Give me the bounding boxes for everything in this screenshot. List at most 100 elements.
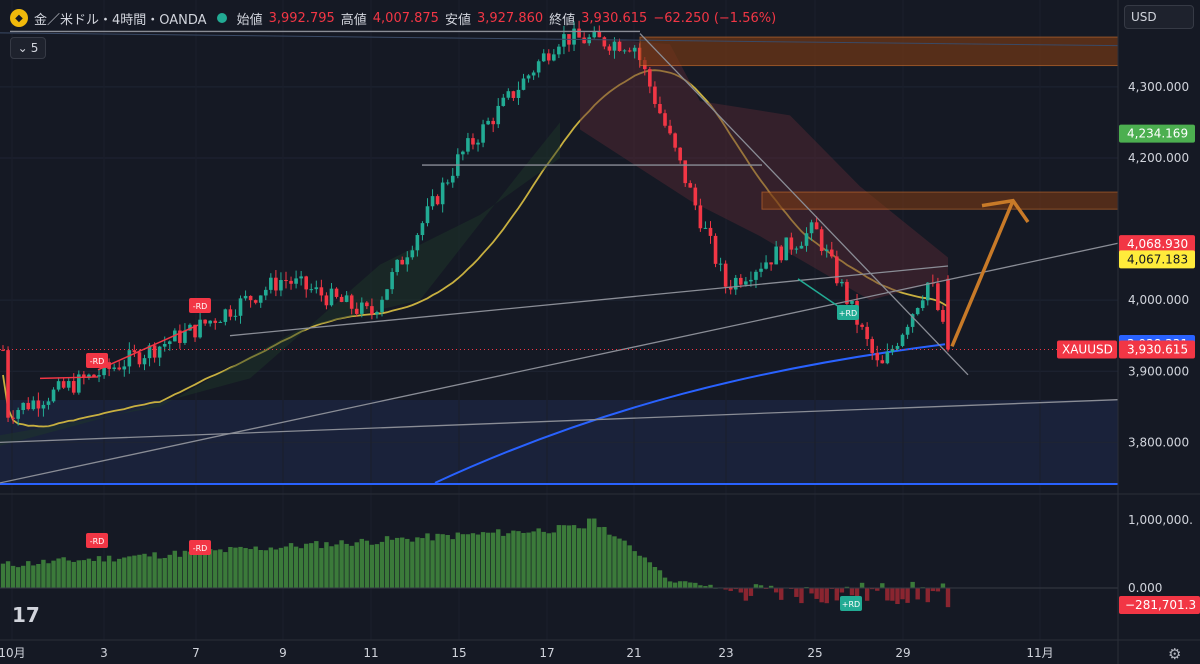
tradingview-logo-icon[interactable]: 17: [12, 603, 40, 627]
indicators-toggle-button[interactable]: ⌄ 5: [10, 37, 46, 59]
volume-bar: [703, 586, 708, 588]
indicator-layer: [0, 37, 1118, 485]
candle-body: [365, 302, 369, 307]
volume-bar: [743, 588, 749, 601]
volume-bar: [142, 553, 147, 588]
candle-body: [193, 324, 197, 338]
volume-bar: [794, 588, 799, 597]
candle-body: [920, 300, 925, 309]
candle-body: [183, 330, 187, 343]
volume-bar: [470, 533, 476, 588]
volume-bar: [561, 525, 567, 588]
volume-bar: [207, 549, 213, 588]
candle-body: [46, 401, 51, 405]
time-axis[interactable]: 10月 3 7 9 11 15 17 21 23 25 29 11月: [0, 639, 1200, 660]
trend-line[interactable]: [0, 32, 1119, 47]
divergence-line: [39, 376, 99, 380]
volume-bar: [122, 557, 127, 588]
market-open-icon: [216, 13, 227, 23]
candle-body: [728, 286, 733, 290]
candle-body: [481, 124, 485, 143]
candle-body: [627, 50, 632, 52]
volume-bar: [364, 540, 370, 588]
candle-body: [258, 295, 263, 303]
resistance-zone-middle[interactable]: [761, 191, 1119, 210]
volume-bar: [869, 588, 875, 590]
candle-body: [66, 381, 71, 388]
candle-body: [749, 279, 753, 282]
candle-body: [334, 288, 339, 297]
volume-bar: [647, 562, 653, 588]
candle-body: [526, 75, 531, 79]
volume-bar: [758, 585, 764, 588]
volume-bar: [738, 588, 744, 593]
trend-line[interactable]: [639, 33, 969, 376]
candle-body: [248, 295, 253, 301]
volume-bar: [354, 542, 359, 588]
candle-body: [324, 295, 329, 306]
candle-body: [390, 272, 394, 290]
candle-body: [430, 196, 435, 207]
trend-line[interactable]: [229, 265, 949, 337]
volume-bar: [905, 588, 910, 603]
candle-body: [865, 326, 869, 340]
price-badge-label: 3,930.615: [1127, 342, 1188, 356]
candle-body: [279, 280, 283, 291]
volume-bar: [627, 545, 632, 588]
volume-bar: [253, 546, 258, 588]
candle-body: [819, 229, 824, 252]
volume-bar: [834, 588, 840, 601]
volume-bar: [187, 551, 193, 588]
candle-body: [718, 263, 723, 265]
volume-bar: [248, 549, 253, 588]
volume-bar: [506, 533, 511, 588]
volume-bar: [480, 532, 486, 588]
candle-body: [218, 321, 223, 323]
time-tick-label: 11: [363, 646, 378, 660]
candle-body: [521, 78, 526, 90]
candle-body: [263, 289, 268, 296]
volume-bar: [238, 546, 243, 588]
candle-body: [845, 281, 849, 304]
volume-bar: [172, 550, 178, 588]
candle-body: [370, 306, 374, 315]
symbol-title[interactable]: 金／米ドル・4時間・OANDA: [34, 12, 207, 28]
candle-body: [122, 366, 127, 370]
rd-signal-tag: -RD: [193, 302, 208, 311]
volume-bar: [283, 546, 289, 588]
settings-gear-icon[interactable]: ⚙: [1168, 645, 1182, 663]
volume-bar: [86, 558, 92, 588]
candle-body: [461, 151, 465, 155]
candle-body: [759, 268, 763, 272]
candle-body: [329, 288, 334, 306]
volume-bar: [602, 526, 607, 588]
drawing-layer[interactable]: -RD -RD +RD -RD -RD +RD: [0, 30, 1119, 611]
candle-body: [632, 47, 637, 52]
candle-body: [890, 348, 895, 352]
currency-selector[interactable]: USD: [1124, 5, 1194, 29]
volume-bar: [859, 582, 865, 588]
volume-bar: [36, 563, 41, 588]
candle-body: [476, 142, 480, 145]
volume-bar: [587, 518, 592, 588]
volume-bar: [677, 581, 683, 588]
time-tick-label: 9: [279, 646, 287, 660]
candle-body: [319, 287, 324, 296]
trend-line[interactable]: [0, 399, 1119, 443]
candle-body: [678, 147, 682, 161]
candle-body: [274, 277, 278, 291]
candle-body: [703, 227, 708, 229]
forecast-arrow[interactable]: [950, 199, 1015, 348]
resistance-zone-upper[interactable]: [639, 36, 1119, 67]
trend-line[interactable]: [0, 242, 1119, 484]
rd-signal-tag-bg: [189, 540, 211, 555]
volume-bar: [15, 567, 21, 588]
volume-bar: [895, 588, 900, 605]
candle-body: [77, 374, 81, 393]
candle-body: [683, 160, 688, 184]
candle-body: [587, 37, 592, 44]
candle-body: [1, 349, 5, 351]
candle-body: [784, 237, 789, 261]
